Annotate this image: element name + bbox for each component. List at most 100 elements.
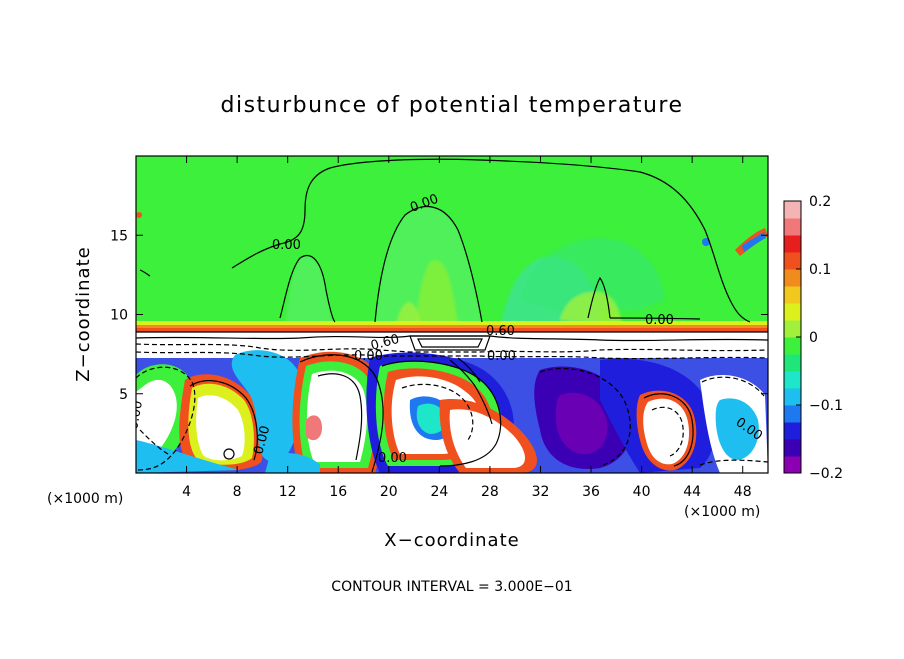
plume-5 [520, 238, 665, 312]
contour-lower-14 [699, 459, 768, 466]
colorbar-tick-label: 0.1 [809, 262, 831, 278]
x-tick-label: 44 [683, 484, 701, 500]
contour-lines [136, 158, 768, 473]
colorbar [784, 201, 801, 474]
band-red [136, 328, 768, 332]
plume-3 [415, 260, 460, 330]
x-tick-label: 12 [279, 484, 297, 500]
colorbar-swatch [784, 422, 801, 440]
x-unit-label: (×1000 m) [47, 491, 123, 507]
eddy-white-4 [306, 370, 367, 462]
eddy-cyan-inner-5 [416, 403, 447, 434]
band-yellow [136, 321, 768, 325]
colorbar-swatch [784, 388, 801, 406]
colorbar-swatch [784, 456, 801, 474]
anomaly-top-right-2 [742, 232, 766, 252]
contour-lower-7 [449, 359, 493, 425]
contour-lower-8 [457, 357, 481, 383]
contour-upper-3 [374, 206, 483, 323]
contour-lower-2 [189, 380, 258, 461]
eddy-rim-3 [231, 350, 305, 462]
x-tick-label: 24 [430, 484, 448, 500]
plume-1 [285, 256, 333, 330]
contour-lower-6 [401, 383, 474, 441]
plume-6 [560, 291, 622, 325]
y-axis: 5 10 15 [110, 228, 768, 403]
contour-lower-10 [643, 393, 694, 467]
colorbar-ticks: 0.2 0.1 0 −0.1 −0.2 [796, 194, 843, 482]
eddy-violet-7 [556, 392, 608, 455]
heatmap-field: 0.00 0.00 0.00 0.00 0.00 0.00 0.00 0.00 … [126, 156, 768, 473]
colorbar-swatch [784, 286, 801, 304]
x-tick-label: 32 [532, 484, 550, 500]
colorbar-swatch [784, 303, 801, 321]
eddy-cyan-10 [715, 398, 759, 460]
contour-lower-3 [299, 354, 384, 473]
contour-boundary-4 [136, 351, 768, 360]
eddy-cyan-11 [136, 440, 240, 473]
colorbar-tick-label: −0.2 [809, 466, 843, 482]
eddy-white-2 [196, 395, 245, 461]
eddy-white-9 [643, 398, 690, 465]
colorbar-tick-label: −0.1 [809, 398, 843, 414]
contour-label: 0.00 [487, 349, 516, 364]
chart-title: disturbunce of potential temperature [221, 93, 684, 118]
y-tick-label: 5 [119, 387, 128, 403]
contour-lower-1 [136, 366, 196, 471]
contour-label: 0.60 [486, 324, 515, 339]
colorbar-swatch [784, 337, 801, 355]
anomaly-small-2 [136, 212, 142, 218]
y-axis-label: Z−coordinate [73, 246, 94, 381]
upper-plumes [285, 206, 665, 330]
contour-label: 0.60 [369, 332, 401, 354]
contour-lower-5 [381, 360, 502, 467]
contour-label: 0.00 [354, 349, 383, 364]
contour-label: 0.00 [251, 424, 273, 456]
x-tick-label: 40 [633, 484, 651, 500]
contour-boundary-3 [136, 343, 768, 353]
colorbar-swatch [784, 320, 801, 338]
y-tick-label: 15 [110, 228, 128, 244]
colorbar-swatch [784, 371, 801, 389]
eddy-white-1 [136, 379, 177, 462]
contour-lower-4 [317, 373, 363, 461]
eddy-cyan-12 [265, 453, 320, 473]
contour-upper-6 [139, 269, 151, 277]
contour-upper-5 [609, 317, 701, 320]
contour-upper-2 [279, 255, 336, 323]
colorbar-swatch [784, 252, 801, 270]
contour-upper-4 [587, 276, 611, 319]
colorbar-swatch [784, 354, 801, 372]
x-axis-label: X−coordinate [384, 530, 519, 551]
x-axis: 4 8 12 16 20 24 28 32 36 40 44 48 [182, 156, 752, 500]
contour-label: 0.00 [645, 313, 674, 328]
x-tick-label: 20 [380, 484, 398, 500]
colorbar-swatch [784, 201, 801, 219]
eddy-white-6 [449, 409, 525, 468]
contour-box-inner [417, 338, 483, 348]
colorbar-swatch [784, 235, 801, 253]
colorbar-tick-label: 0 [809, 330, 818, 346]
contour-label: 0.00 [272, 238, 301, 253]
anomaly-small-1 [702, 238, 710, 246]
contour-label: 0.00 [126, 400, 146, 431]
contour-lower-12 [701, 376, 765, 397]
x-tick-label: 36 [582, 484, 600, 500]
colorbar-swatch [784, 405, 801, 423]
colorbar-swatch [784, 269, 801, 287]
x-tick-label: 16 [329, 484, 347, 500]
eddy-pink-4 [306, 415, 322, 441]
x-tick-label: 48 [734, 484, 752, 500]
contour-lower-13 [139, 429, 171, 456]
colorbar-swatch [784, 218, 801, 236]
contour-lower-9 [539, 367, 631, 467]
band-orange [136, 325, 768, 328]
contour-small-ring [223, 448, 235, 460]
contour-upper-1 [231, 158, 751, 323]
colorbar-swatch [784, 439, 801, 457]
x-unit-label-right: (×1000 m) [684, 504, 760, 520]
contour-lower-11 [651, 406, 684, 457]
contour-box [409, 335, 491, 351]
x-tick-label: 4 [182, 484, 191, 500]
